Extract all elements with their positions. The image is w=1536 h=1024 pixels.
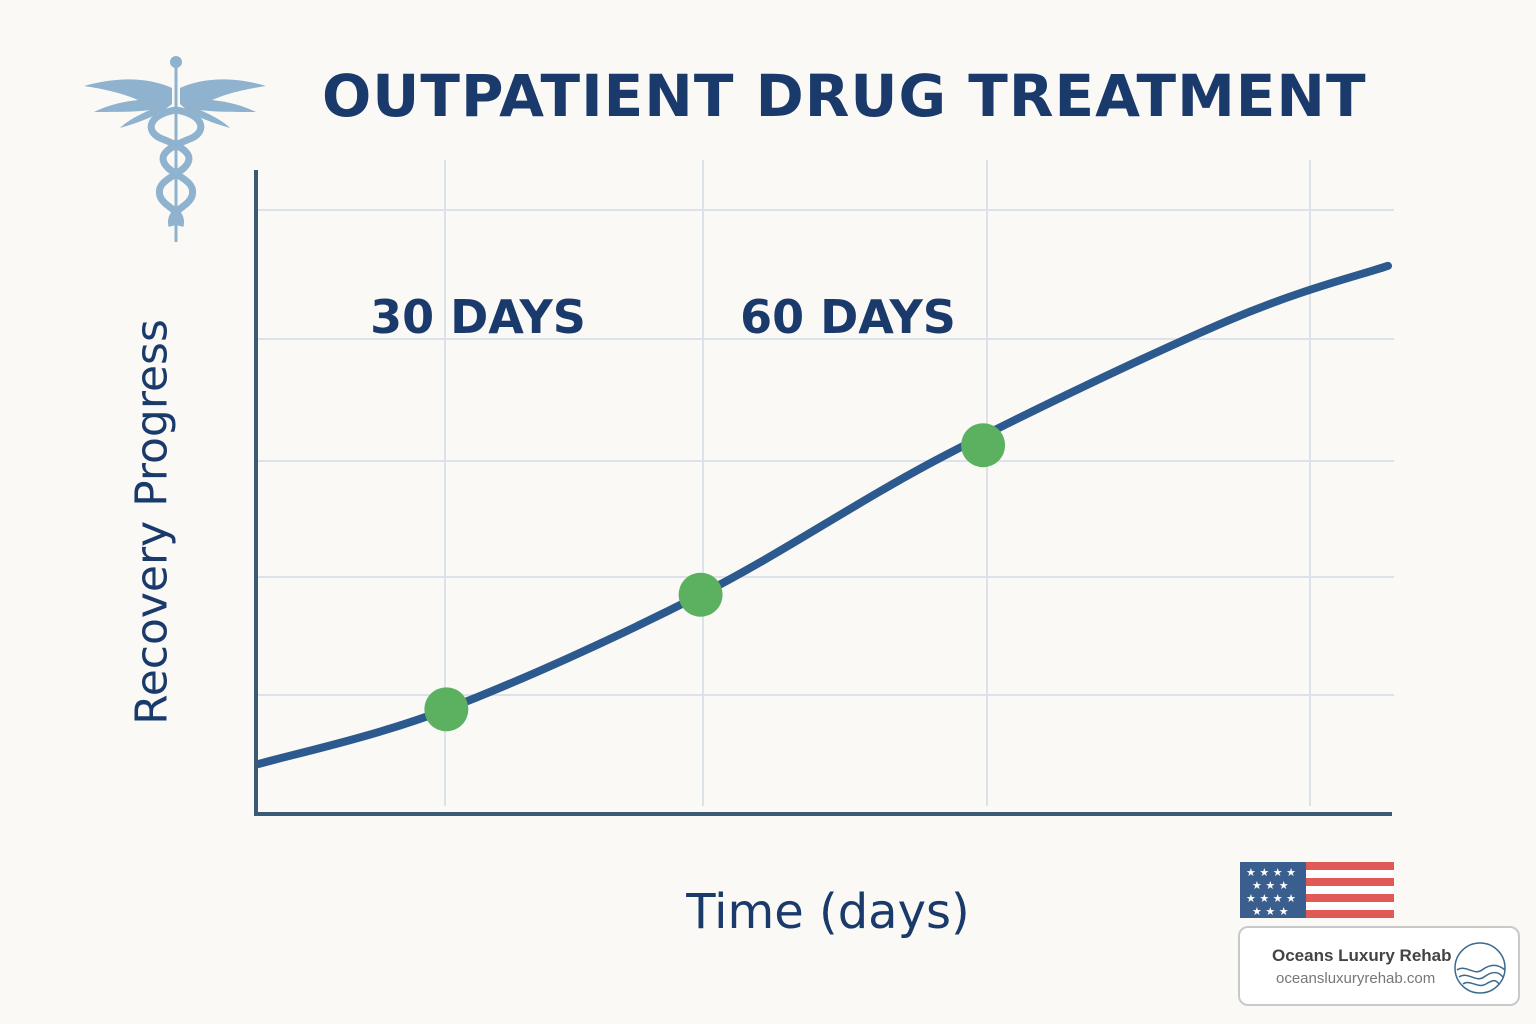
brand-name: Oceans Luxury Rehab [1272, 946, 1452, 965]
svg-text:★ ★ ★: ★ ★ ★ [1252, 905, 1289, 918]
y-axis-label: Recovery Progress [126, 319, 178, 725]
annotation-label: 30 DAYS [370, 290, 586, 344]
data-point [678, 572, 723, 617]
svg-text:★ ★ ★ ★: ★ ★ ★ ★ [1246, 866, 1296, 879]
caduceus-icon [84, 56, 266, 242]
svg-text:★ ★ ★ ★: ★ ★ ★ ★ [1246, 892, 1296, 905]
data-point [424, 687, 469, 732]
svg-text:★ ★ ★: ★ ★ ★ [1252, 879, 1289, 892]
brand-card[interactable]: Oceans Luxury Rehab oceansluxuryrehab.co… [1238, 926, 1520, 1006]
data-point [961, 423, 1006, 468]
page-title: OUTPATIENT DRUG TREATMENT [322, 62, 1367, 130]
annotation-label: 60 DAYS [740, 290, 956, 344]
x-axis-label: Time (days) [686, 884, 970, 940]
us-flag-icon: ★ ★ ★ ★ ★ ★ ★ ★ ★ ★ ★ ★ ★ ★ [1240, 862, 1394, 918]
brand-url: oceansluxuryrehab.com [1276, 970, 1436, 987]
wave-globe-icon [1454, 942, 1506, 994]
